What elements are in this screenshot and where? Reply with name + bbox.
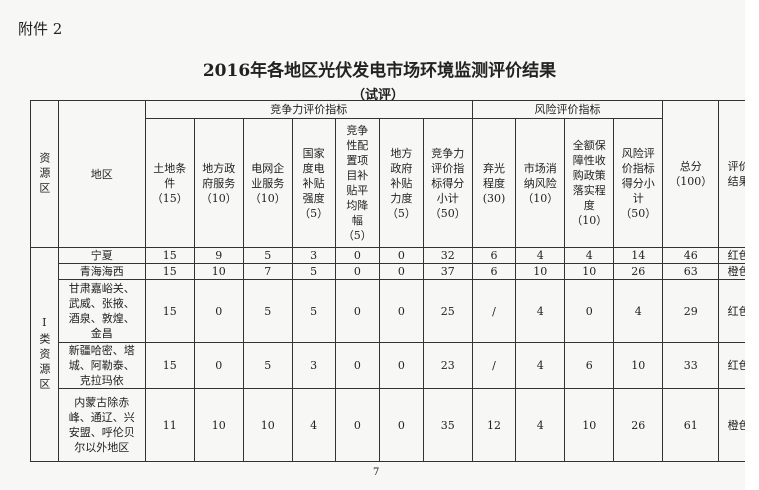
value-cell: 10 [515,263,566,280]
value-cell: 5 [242,247,293,264]
value-cell: 10 [564,388,615,462]
value-cell: 4 [515,247,566,264]
region-cell: 内蒙古除赤峰、通辽、兴安盟、呼伦贝尔以外地区 [57,388,146,462]
results-table: 资源区 地区 竞争力评价指标 风险评价指标 总分（100） 评价结果 土地条件（… [30,100,759,462]
value-cell: 0 [564,279,615,343]
value-cell: 15 [144,342,195,389]
value-cell: 6 [471,263,517,280]
column-header: 竞争性配置项目补贴平均降幅（5） [334,118,381,248]
table-row: 新疆哈密、塔城、阿勒泰、克拉玛依 15 0 5 3 0 0 23/4 6 10 33 红色 [31,342,759,389]
value-cell: 5 [242,342,293,389]
value-cell: 10 [564,263,615,280]
value-cell: 33 [662,342,720,389]
value-cell: 4 [613,279,664,343]
value-cell: 0 [193,342,244,389]
scan-edge [745,0,759,490]
value-cell: 4 [515,279,566,343]
value-cell: 0 [379,279,424,343]
value-cell: 3 [291,342,336,389]
value-cell: 0 [379,263,424,280]
value-cell: 5 [291,279,336,343]
column-header: 风险评价指标得分小计（50） [613,118,664,248]
value-cell: 23 [422,342,473,389]
table-row: 内蒙古除赤峰、通辽、兴安盟、呼伦贝尔以外地区 11 10 10 4 0 0 35 12 4 10 26… [31,388,759,462]
value-cell: 14 [613,247,664,264]
region-cell: 甘肃嘉峪关、武威、张掖、酒泉、敦煌、金昌 [57,279,146,343]
attachment-label: 附件 2 [18,20,63,38]
value-cell: 0 [193,279,244,343]
value-cell: 4 [291,388,336,462]
value-cell: 10 [193,263,244,280]
value-cell: 0 [334,263,381,280]
value-cell: / [471,342,517,389]
table-row: 青海海西 15 10 7 5 0 0 37 6 10 10 26 63 橙色 [31,263,759,280]
value-cell: 37 [422,263,473,280]
value-cell: 0 [379,247,424,264]
value-cell: 0 [334,247,381,264]
header-risk: 风险评价指标 [471,100,664,119]
header-resource-zone: 资源区 [30,100,59,248]
value-cell: / [471,279,517,343]
value-cell: 5 [242,279,293,343]
value-cell: 10 [613,342,664,389]
value-cell: 11 [144,388,195,462]
page-title: 2016年各地区光伏发电市场环境监测评价结果 [202,61,557,81]
value-cell: 15 [144,279,195,343]
column-header: 市场消纳风险（10） [515,118,566,248]
value-cell: 7 [242,263,293,280]
table-row: I类资源区 宁夏 15 9 5 3 0 0 32 6 4 4 14 46 红色 [30,247,759,462]
value-cell: 0 [334,388,381,462]
table-row: 甘肃嘉峪关、武威、张掖、酒泉、敦煌、金昌 15 0 5 5 0 0 25/4 0 4 29 红色 [31,279,759,343]
value-cell: 4 [564,247,615,264]
page-subtitle: （试评） [352,88,405,103]
column-header: 电网企业服务（10） [242,118,293,248]
value-cell: 26 [613,263,664,280]
value-cell: 6 [471,247,517,264]
column-header: 弃光程度(30) [471,118,517,248]
value-cell: 10 [193,388,244,462]
value-cell: 4 [515,342,566,389]
value-cell: 35 [422,388,473,462]
value-cell: 10 [242,388,293,462]
value-cell: 61 [662,388,720,462]
value-cell: 6 [564,342,615,389]
value-cell: 46 [662,247,720,264]
value-cell: 32 [422,247,473,264]
column-header: 竞争力评价指标得分小计（50） [422,118,473,248]
value-cell: 3 [291,247,336,264]
value-cell: 25 [422,279,473,343]
value-cell: 5 [291,263,336,280]
column-header: 土地条件（15） [144,118,195,248]
value-cell: 63 [662,263,720,280]
value-cell: 0 [334,342,381,389]
column-header: 国家度电补贴强度（5） [291,118,336,248]
region-cell: 宁夏 [57,247,146,264]
value-cell: 29 [662,279,720,343]
page-number: 7 [373,467,380,478]
value-cell: 0 [334,279,381,343]
value-cell: 15 [144,247,195,264]
value-cell: 12 [471,388,517,462]
value-cell: 0 [379,342,424,389]
header-region: 地区 [57,100,146,248]
column-header: 全额保障性收购政策落实程度（10） [564,118,615,248]
column-header: 地方政府服务（10） [193,118,244,248]
header-total: 总分（100） [662,100,720,248]
resource-zone-cell: I类资源区 [30,247,59,462]
region-cell: 新疆哈密、塔城、阿勒泰、克拉玛依 [57,342,146,389]
header-competitiveness: 竞争力评价指标 [144,100,473,119]
column-header: 地方政府补贴力度（5） [379,118,424,248]
value-cell: 15 [144,263,195,280]
value-cell: 0 [379,388,424,462]
region-cell: 青海海西 [57,263,146,280]
value-cell: 26 [613,388,664,462]
value-cell: 4 [515,388,566,462]
value-cell: 9 [193,247,244,264]
